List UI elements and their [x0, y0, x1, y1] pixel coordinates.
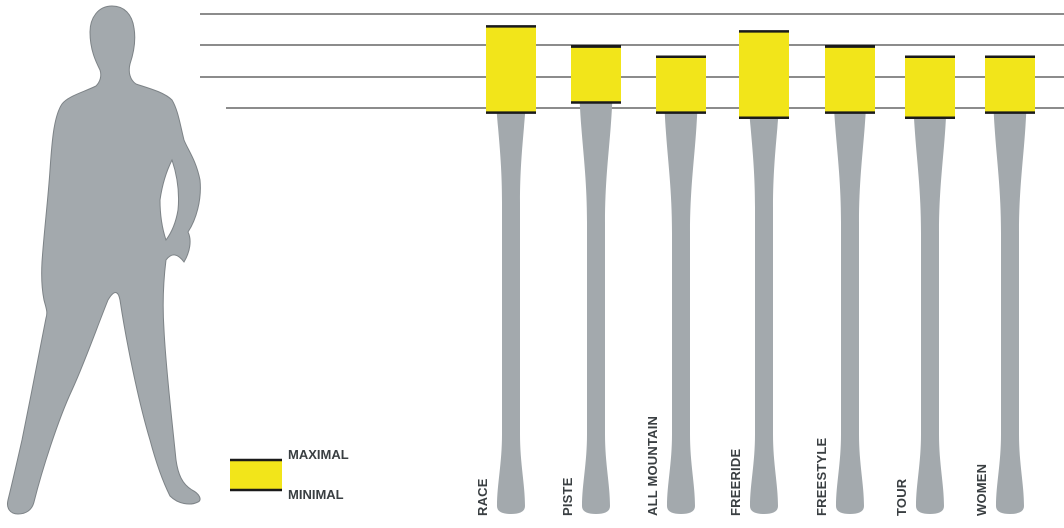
ski-shape: [747, 37, 781, 515]
range-box: [825, 46, 875, 113]
ranges-group: [486, 25, 1035, 120]
ski-shape: [664, 62, 698, 514]
legend-swatch: [230, 460, 282, 490]
ski-label: WOMEN: [974, 463, 989, 516]
range-box: [985, 56, 1035, 113]
legend-min-label: MINIMAL: [288, 487, 344, 502]
ski-shape: [579, 52, 613, 515]
person-silhouette: [7, 5, 201, 515]
range-box: [656, 56, 706, 113]
ski-label: ALL MOUNTAIN: [645, 415, 660, 516]
ski-label: FREESTYLE: [814, 437, 829, 516]
ski-label: PISTE: [560, 477, 575, 516]
ski-label: RACE: [475, 478, 490, 516]
ski-shape: [993, 62, 1027, 514]
ski-shape: [833, 52, 867, 515]
ski-label: FREERIDE: [728, 448, 743, 516]
ski-shape: [913, 62, 947, 514]
range-box: [486, 26, 536, 113]
legend-max-label: MAXIMAL: [288, 447, 349, 462]
range-box: [571, 46, 621, 103]
skis-group: [494, 32, 1027, 515]
ski-shape: [494, 32, 528, 514]
range-box: [905, 56, 955, 118]
range-box: [739, 31, 789, 118]
ski-label: TOUR: [894, 478, 909, 516]
